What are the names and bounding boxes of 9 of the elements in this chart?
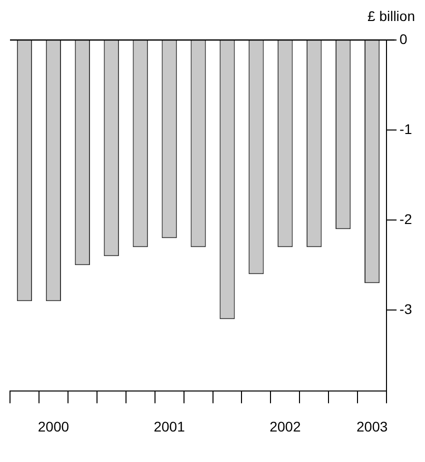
x-tick-label: 2002 xyxy=(270,418,301,434)
y-tick-label: -2 xyxy=(400,210,412,227)
x-tick-label: 2003 xyxy=(356,418,388,434)
y-tick-label: -1 xyxy=(400,120,412,137)
x-tick-label: 2001 xyxy=(154,418,186,434)
y-tick-label: 0 xyxy=(400,30,408,47)
y-tick-label: -3 xyxy=(400,301,412,318)
x-tick-label: 2000 xyxy=(38,418,70,434)
y-axis-title: £ billion xyxy=(368,8,415,24)
